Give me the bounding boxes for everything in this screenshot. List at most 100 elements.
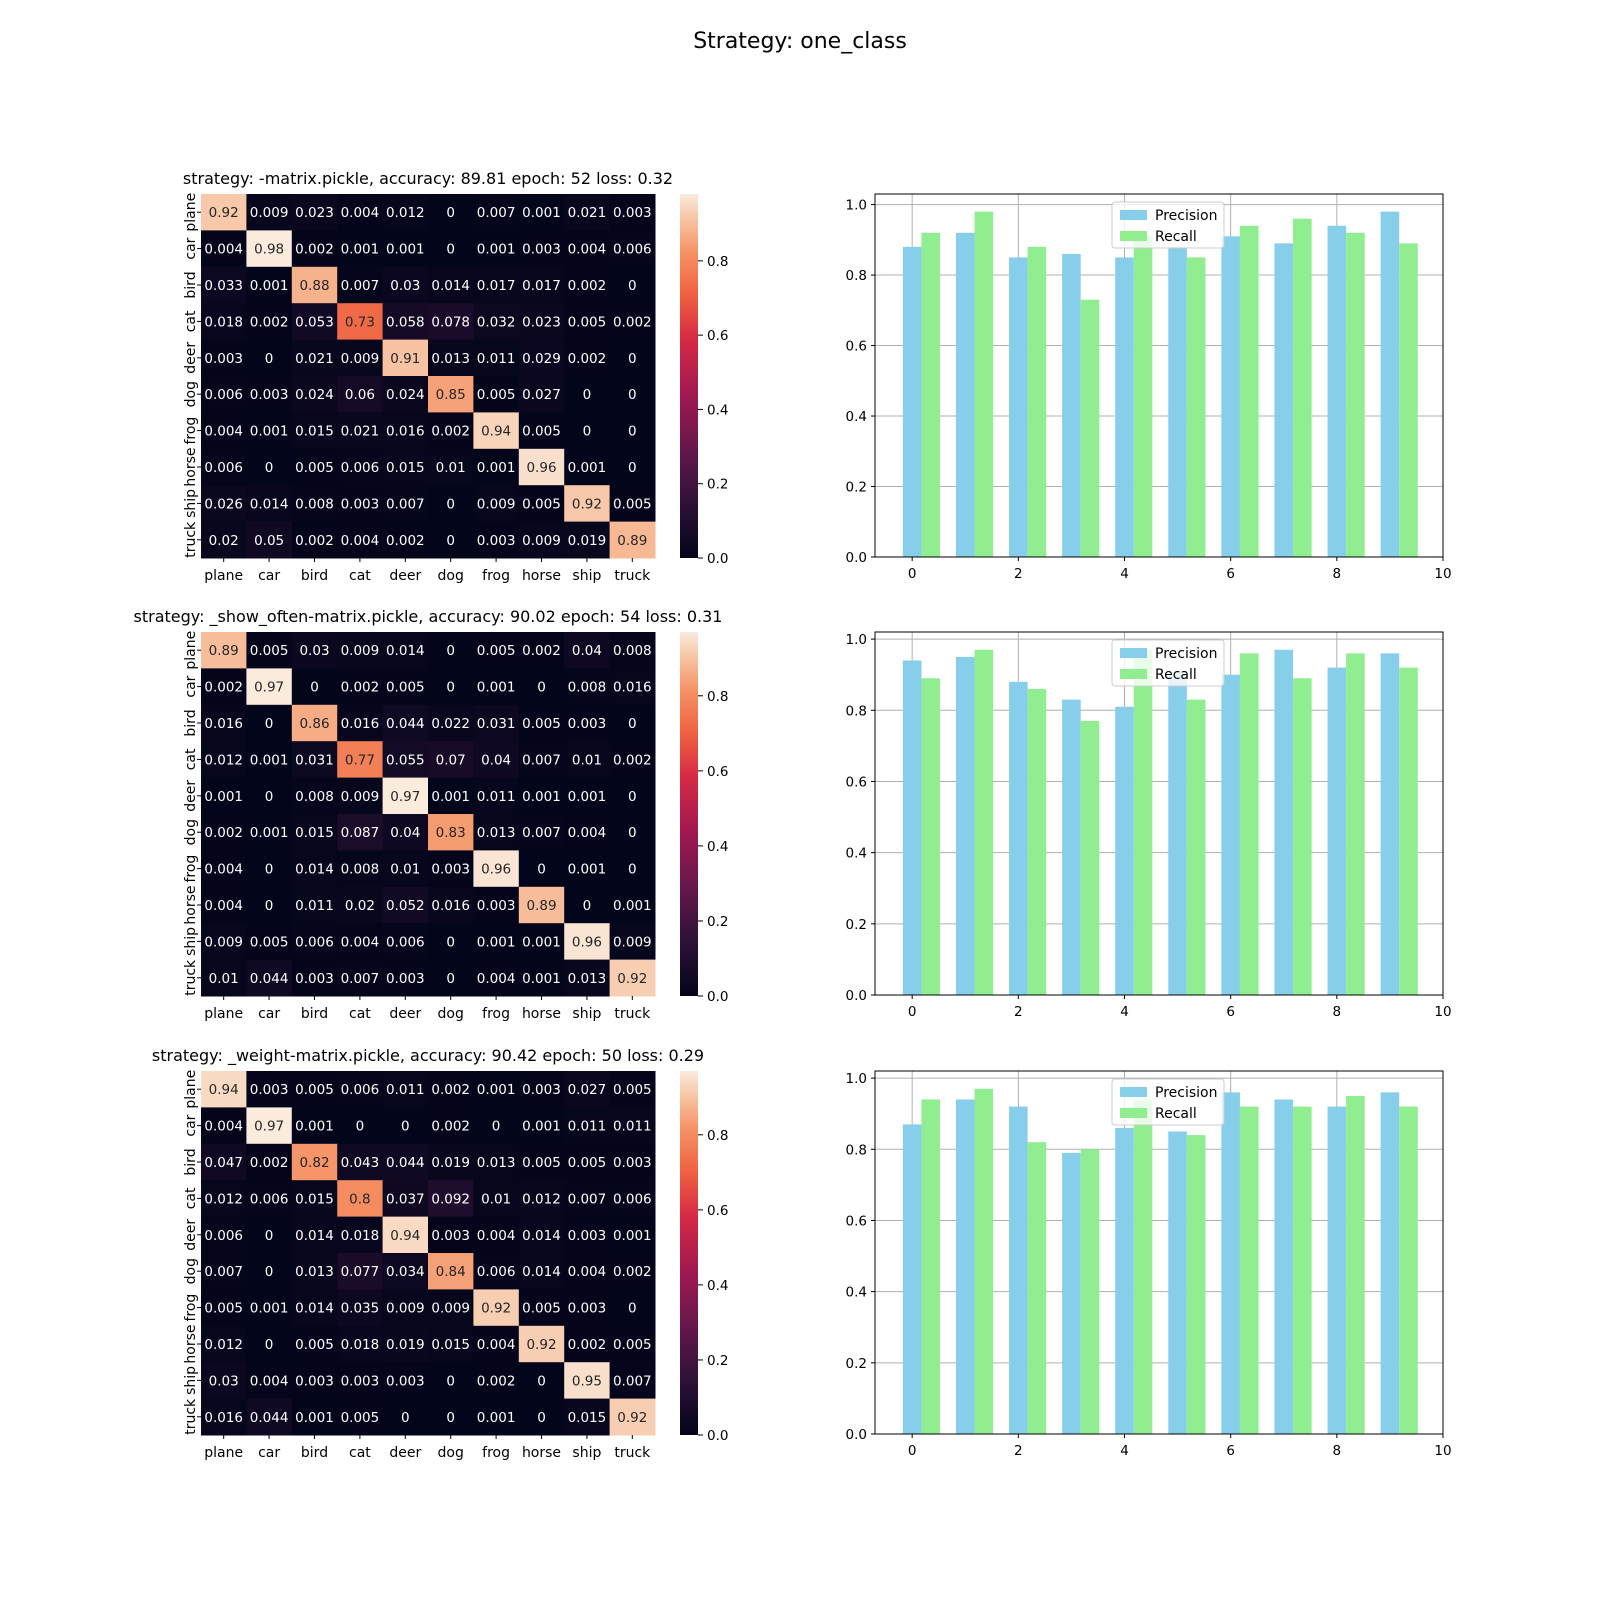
heatmap-xtick-label: plane bbox=[204, 1006, 243, 1022]
heatmap-cell bbox=[564, 1362, 611, 1400]
heatmap-xtick-label: dog bbox=[438, 1006, 464, 1022]
heatmap-cell-label: 0 bbox=[265, 1228, 274, 1244]
heatmap-cell-label: 0.06 bbox=[345, 387, 375, 403]
heatmap-cell-label: 0 bbox=[401, 1410, 410, 1426]
heatmap-xtick-label: dog bbox=[438, 1445, 464, 1461]
heatmap-cell-label: 0 bbox=[628, 424, 637, 440]
legend-swatch-recall bbox=[1120, 1108, 1147, 1118]
heatmap-cell bbox=[473, 632, 520, 669]
heatmap-cell bbox=[382, 266, 429, 304]
heatmap-cell-label: 0.002 bbox=[204, 825, 243, 841]
bar-recall bbox=[1186, 257, 1206, 557]
bar-recall bbox=[1133, 236, 1153, 557]
heatmap-cell-label: 0.8 bbox=[349, 1191, 370, 1207]
heatmap-cell bbox=[291, 632, 338, 669]
heatmap-cell-label: 0.044 bbox=[250, 1410, 289, 1426]
heatmap-cell bbox=[518, 339, 565, 377]
heatmap-cell-label: 0.058 bbox=[386, 314, 425, 330]
heatmap-cell-label: 0.001 bbox=[477, 460, 516, 476]
colorbar-tick-label: 0.0 bbox=[707, 1428, 728, 1444]
heatmap-cell-label: 0.003 bbox=[386, 1373, 425, 1389]
heatmap-cell-label: 0.005 bbox=[522, 1301, 561, 1317]
heatmap-cell bbox=[609, 1180, 656, 1218]
bar-ytick-label: 1.0 bbox=[846, 198, 867, 214]
heatmap-cell-label: 0 bbox=[265, 862, 274, 878]
heatmap-cell bbox=[518, 303, 565, 341]
bar-ytick-label: 0.6 bbox=[846, 339, 867, 355]
heatmap-cell bbox=[201, 1362, 247, 1400]
bar-precision bbox=[1168, 246, 1187, 557]
heatmap-cell-label: 0.011 bbox=[477, 789, 516, 805]
heatmap-cell bbox=[201, 923, 247, 961]
heatmap-cell bbox=[518, 230, 565, 268]
heatmap-cell bbox=[337, 1325, 384, 1363]
heatmap-cell-label: 0 bbox=[446, 533, 455, 549]
heatmap-cell bbox=[428, 266, 474, 304]
heatmap-cell bbox=[428, 230, 474, 268]
bar-precision bbox=[1009, 257, 1028, 557]
heatmap-cell bbox=[428, 1289, 474, 1327]
heatmap-cell bbox=[473, 266, 520, 304]
bar-xtick-label: 4 bbox=[1120, 566, 1129, 582]
heatmap-cell bbox=[246, 1107, 293, 1145]
heatmap-panel-1: strategy: -matrix.pickle, accuracy: 89.8… bbox=[183, 169, 729, 584]
heatmap-cell-label: 0 bbox=[265, 1264, 274, 1280]
heatmap-cell-label: 0.003 bbox=[386, 971, 425, 987]
heatmap-cell-label: 0.043 bbox=[341, 1155, 380, 1171]
heatmap-ytick-label: ship bbox=[183, 927, 199, 956]
heatmap-cell bbox=[564, 1071, 611, 1108]
heatmap-cell-label: 0.014 bbox=[295, 862, 334, 878]
colorbar-tick-label: 0.4 bbox=[707, 1278, 728, 1294]
heatmap-cell bbox=[473, 1071, 520, 1108]
heatmap-cell-label: 0 bbox=[446, 934, 455, 950]
bar-precision bbox=[1115, 1127, 1134, 1434]
heatmap-cell-label: 0.016 bbox=[204, 716, 243, 732]
bar-panel-3: 0.0 0.2 0.4 0.6 0.8 1.0 0 2 4 6 8 10 Precision Recall bbox=[846, 1070, 1452, 1459]
legend-swatch-precision bbox=[1120, 648, 1147, 658]
heatmap-cell bbox=[564, 412, 611, 450]
legend-label-precision: Precision bbox=[1155, 1085, 1217, 1101]
heatmap-cell bbox=[201, 1071, 247, 1108]
heatmap-cell bbox=[337, 632, 384, 669]
heatmap-cell-label: 0.003 bbox=[250, 1082, 289, 1098]
heatmap-cell-label: 0.006 bbox=[204, 387, 243, 403]
heatmap-ytick-label: plane bbox=[183, 193, 199, 232]
bar-precision bbox=[1115, 706, 1134, 995]
heatmap-ytick-label: truck bbox=[183, 521, 199, 558]
heatmap-cell-label: 0.001 bbox=[477, 934, 516, 950]
heatmap-cell bbox=[246, 230, 293, 268]
heatmap-cell bbox=[609, 230, 656, 268]
heatmap-cell bbox=[382, 521, 429, 559]
heatmap-cell bbox=[291, 339, 338, 377]
heatmap-cell-label: 0.005 bbox=[295, 1082, 334, 1098]
heatmap-cell bbox=[246, 1071, 293, 1108]
legend-swatch-recall bbox=[1120, 669, 1147, 679]
bar-ytick-label: 0.4 bbox=[846, 409, 867, 425]
heatmap-cell bbox=[609, 850, 656, 888]
heatmap-cell bbox=[518, 1289, 565, 1327]
heatmap-xtick-label: bird bbox=[301, 1445, 328, 1461]
heatmap-ytick-label: dog bbox=[183, 819, 199, 845]
bar-recall bbox=[1293, 218, 1312, 557]
heatmap-cell-label: 0.005 bbox=[522, 716, 561, 732]
heatmap-cell-label: 0.83 bbox=[436, 825, 466, 841]
heatmap-cell bbox=[291, 1398, 338, 1436]
legend-label-recall: Recall bbox=[1155, 1106, 1197, 1122]
heatmap-cell bbox=[473, 1180, 520, 1218]
heatmap-cell bbox=[564, 668, 611, 706]
heatmap-cell-label: 0.006 bbox=[477, 1264, 516, 1280]
heatmap-cell-label: 0.82 bbox=[299, 1155, 329, 1171]
heatmap-cell bbox=[609, 704, 656, 742]
heatmap-cell bbox=[291, 194, 338, 231]
heatmap-cell bbox=[337, 1071, 384, 1108]
heatmap-xtick-label: cat bbox=[349, 1006, 371, 1022]
bar-precision bbox=[1380, 211, 1400, 558]
heatmap-ytick-label: deer bbox=[183, 1219, 199, 1251]
heatmap-cell bbox=[564, 521, 611, 559]
heatmap-cell bbox=[246, 448, 293, 486]
bar-precision bbox=[955, 1099, 975, 1434]
heatmap-cell-label: 0.015 bbox=[386, 460, 425, 476]
heatmap-cell bbox=[382, 923, 429, 961]
bar-precision bbox=[1062, 253, 1081, 557]
heatmap-cell bbox=[564, 959, 611, 997]
